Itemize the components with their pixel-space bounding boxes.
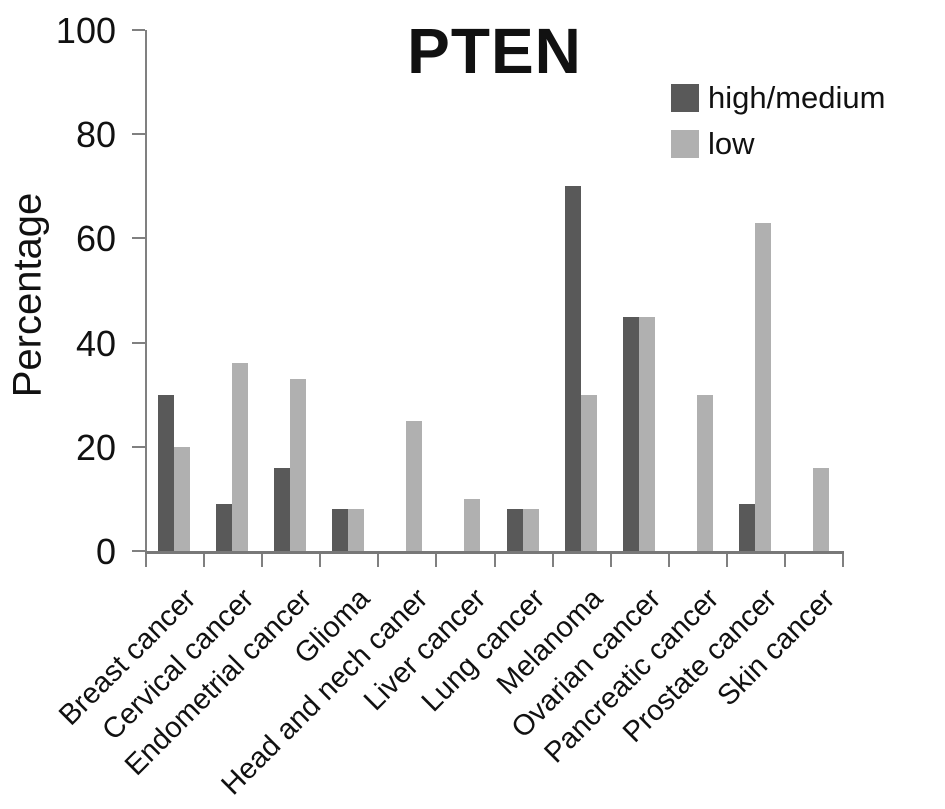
- bar-low: [522, 509, 539, 551]
- bar-high-medium: [332, 509, 349, 551]
- bar-low: [406, 420, 423, 551]
- y-tick-label: 20: [75, 426, 116, 468]
- x-tick-mark: [261, 554, 264, 567]
- legend-swatch-low: [671, 129, 699, 158]
- x-axis-line: [145, 551, 844, 554]
- y-tick-label: 80: [75, 114, 116, 156]
- bar-high-medium: [564, 186, 581, 551]
- x-tick-mark: [377, 554, 380, 567]
- bar-low: [580, 394, 597, 551]
- bar-low: [638, 316, 655, 551]
- legend-item-low: low: [671, 128, 885, 159]
- y-tick-label: 100: [55, 10, 116, 51]
- y-tick-mark: [132, 133, 145, 136]
- x-tick-mark: [667, 554, 670, 567]
- bar-high-medium: [274, 467, 291, 551]
- bar-high-medium: [158, 394, 174, 551]
- y-tick-label: 0: [95, 531, 116, 572]
- legend-swatch-high-medium: [671, 83, 699, 112]
- bar-low: [812, 467, 829, 551]
- x-tick-mark: [203, 554, 206, 567]
- bar-high-medium: [216, 504, 233, 551]
- y-tick-mark: [132, 341, 145, 344]
- bar-low: [754, 222, 771, 551]
- bar-low: [696, 394, 713, 551]
- x-tick-mark: [493, 554, 496, 567]
- x-tick-mark: [551, 554, 554, 567]
- y-tick-mark: [132, 29, 145, 31]
- y-tick-mark: [132, 445, 145, 448]
- x-tick-mark: [783, 554, 786, 567]
- chart-title: PTEN: [407, 15, 582, 87]
- bar-high-medium: [738, 504, 755, 551]
- bar-low: [348, 509, 365, 551]
- legend: high/medium low: [671, 82, 885, 174]
- bar-low: [232, 363, 249, 551]
- y-axis-line: [145, 30, 147, 554]
- bar-low: [174, 446, 190, 551]
- legend-label-high-medium: high/medium: [708, 80, 886, 115]
- x-tick-mark: [609, 554, 612, 567]
- x-tick-mark: [842, 554, 844, 567]
- y-tick-label: 60: [75, 218, 116, 260]
- bar-low: [464, 498, 481, 551]
- bar-low: [290, 379, 307, 551]
- legend-label-low: low: [708, 126, 755, 161]
- y-tick-label: 40: [75, 322, 116, 364]
- legend-item-high-medium: high/medium: [671, 82, 885, 113]
- x-tick-mark: [145, 554, 147, 567]
- x-tick-mark: [435, 554, 438, 567]
- bar-high-medium: [622, 316, 639, 551]
- bar-high-medium: [506, 509, 523, 551]
- x-tick-mark: [319, 554, 322, 567]
- y-tick-mark: [132, 550, 145, 552]
- x-tick-mark: [725, 554, 728, 567]
- y-tick-mark: [132, 237, 145, 240]
